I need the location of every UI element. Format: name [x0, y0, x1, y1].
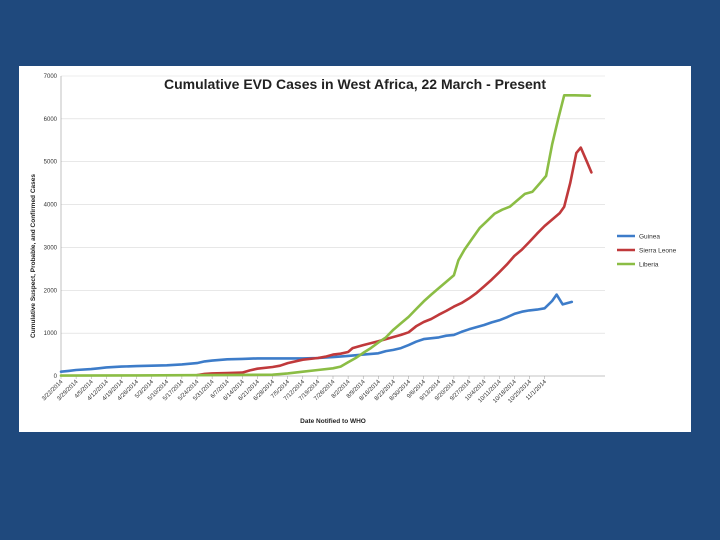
y-axis: 0 1000 2000 3000 4000 5000 6000 7000	[44, 74, 62, 380]
chart-title: Cumulative EVD Cases in West Africa, 22 …	[164, 76, 546, 92]
series-line-guinea	[59, 293, 574, 373]
y-tick-label: 5000	[44, 160, 58, 166]
chart-card: 0 1000 2000 3000 4000 5000 6000 7000 3/22/2014 3…	[19, 66, 691, 432]
series-line-liberia	[59, 94, 592, 377]
y-tick-label: 4000	[44, 203, 58, 209]
y-axis-label: Cumulative Suspect, Probable, and Confir…	[30, 174, 37, 338]
y-tick-label: 2000	[44, 288, 58, 294]
y-tick-label: 0	[54, 374, 58, 380]
legend: Guinea Sierra Leone Liberia	[617, 233, 677, 268]
gridlines	[61, 75, 605, 377]
y-tick-label: 7000	[44, 74, 58, 80]
x-axis-label: Date Notified to WHO	[300, 418, 366, 425]
series-line-sierra-leone	[195, 146, 593, 377]
y-tick-label: 1000	[44, 331, 58, 337]
legend-label: Guinea	[639, 233, 660, 240]
legend-label: Sierra Leone	[639, 247, 677, 254]
line-chart: 0 1000 2000 3000 4000 5000 6000 7000 3/22/20143…	[30, 74, 677, 425]
legend-label: Liberia	[639, 261, 659, 268]
y-tick-label: 3000	[44, 245, 58, 251]
x-axis: 3/22/20143/29/20144/5/20144/12/20144/19/…	[41, 375, 605, 405]
series-layer	[59, 94, 593, 377]
y-tick-label: 6000	[44, 117, 58, 123]
